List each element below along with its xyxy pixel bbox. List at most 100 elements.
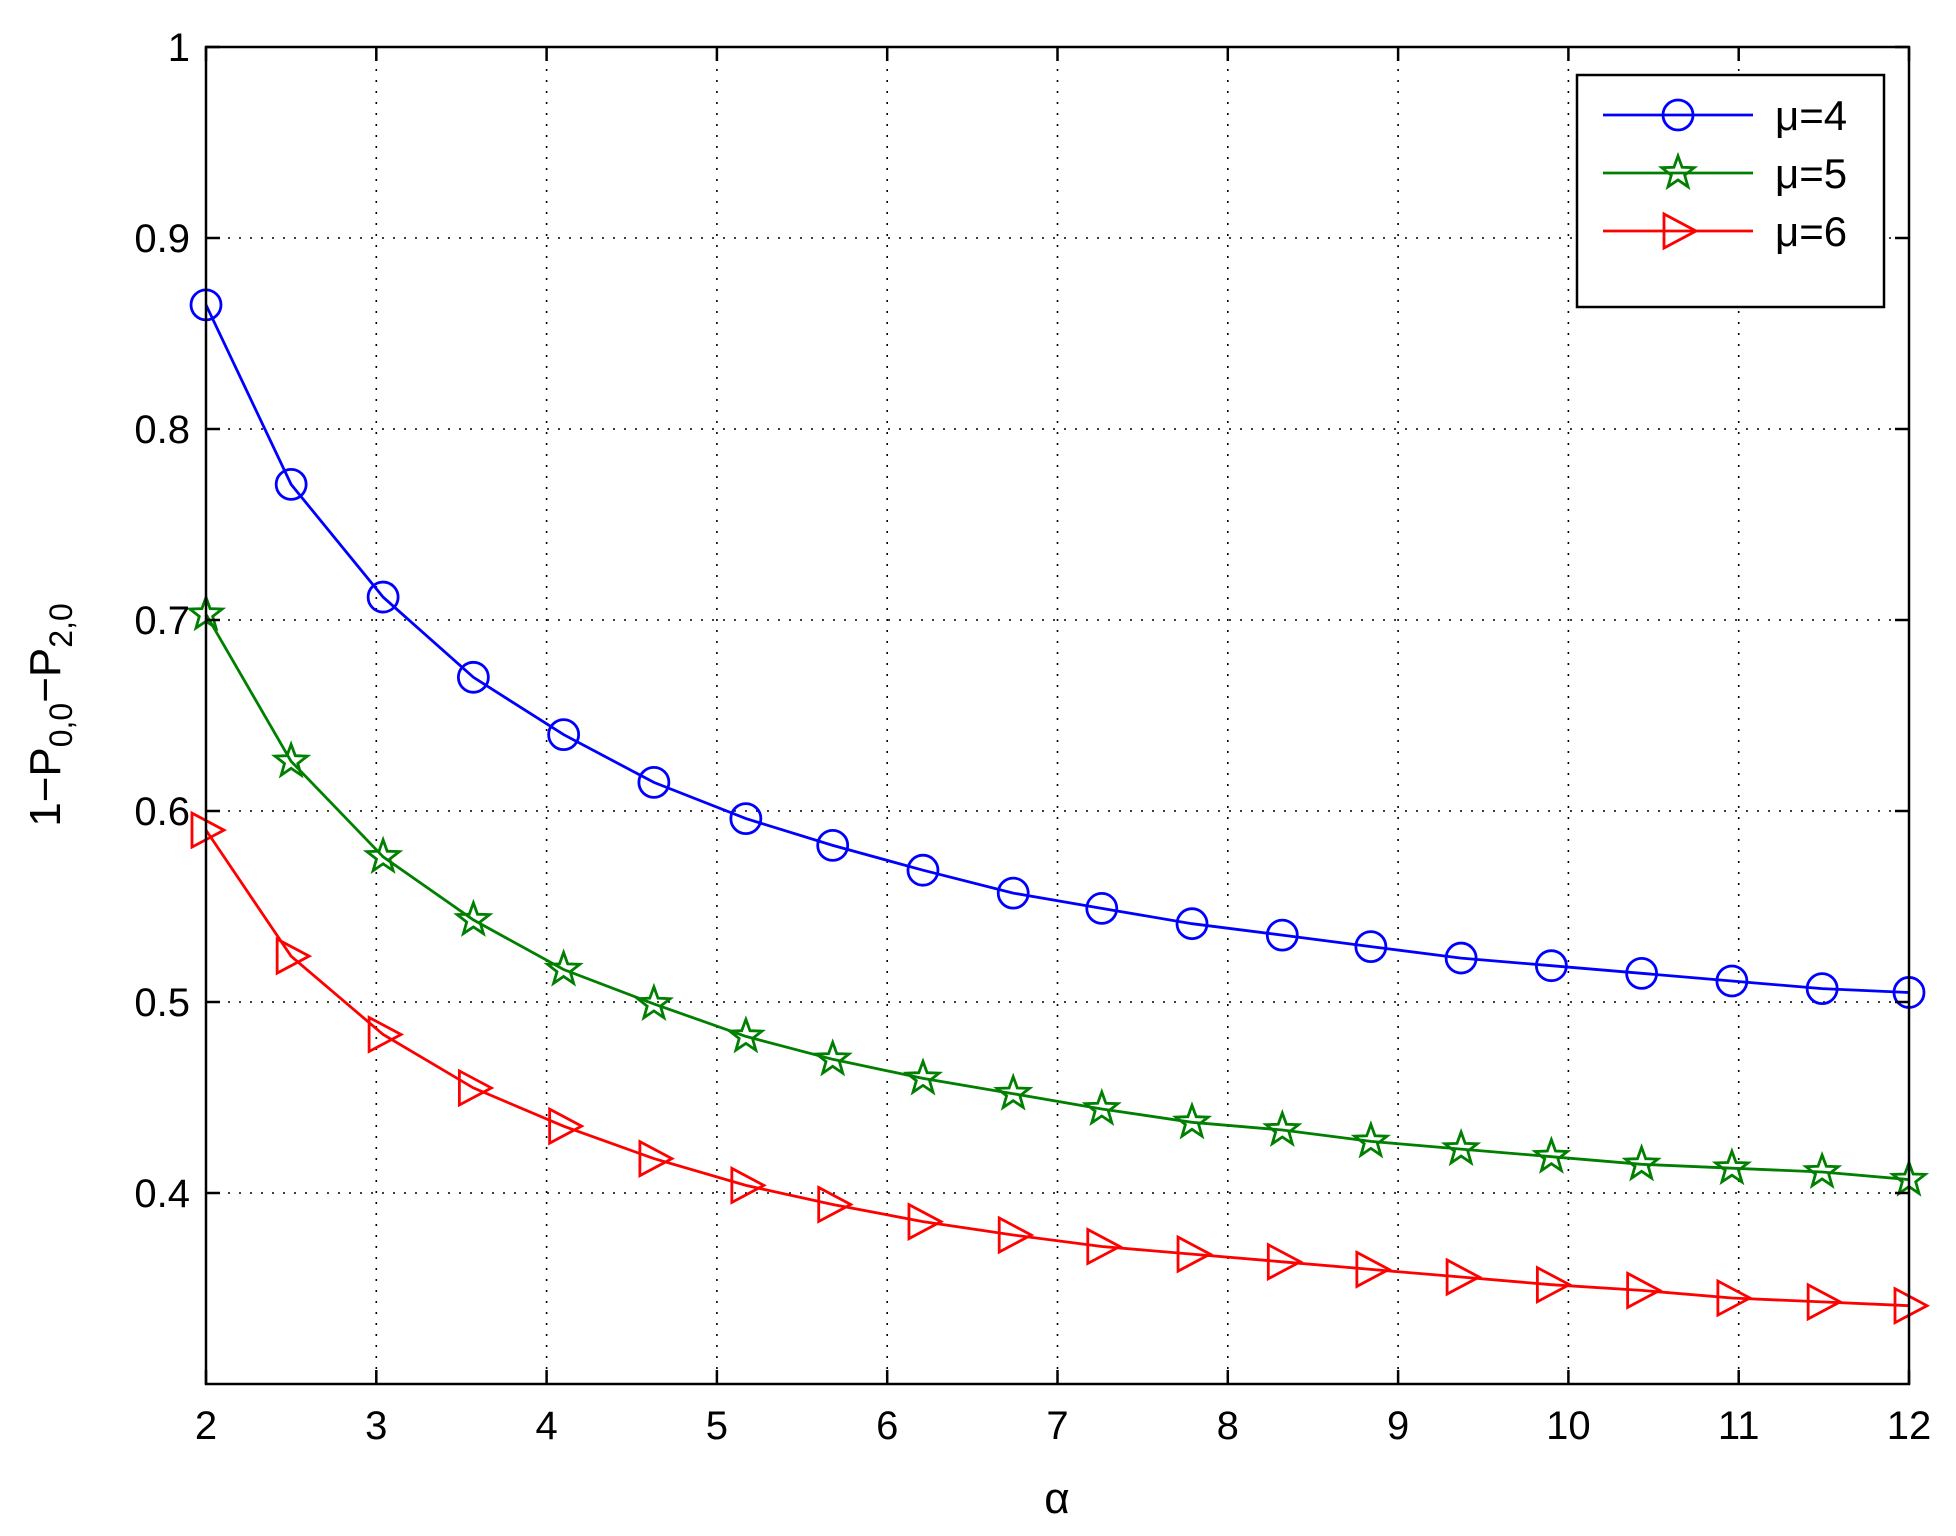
y-tick-label: 0.9 [134,217,190,261]
data-point-marker [453,898,494,937]
data-point-marker [1176,1234,1214,1274]
y-axis-label: 1−P0,0−P2,0 [21,603,79,827]
data-point-marker [275,936,313,976]
data-point-marker [1444,941,1478,975]
data-point-marker [1626,1271,1663,1310]
x-tick-label: 3 [365,1404,387,1448]
axis-ticks [204,45,1911,1384]
legend-entries: μ=4 μ=5 μ=6 [1603,92,1847,255]
series-1 [189,288,1926,1009]
x-tick-labels: 2 3 4 5 6 7 8 9 10 11 12 [195,1404,1931,1448]
y-axis-label-sub1: 0,0 [43,703,79,747]
data-point-marker [1171,1101,1213,1140]
legend-marker [1661,98,1695,132]
data-point-marker [1802,1150,1843,1190]
data-point-marker [817,1185,854,1224]
x-axis-label: α [1044,1474,1069,1523]
data-point-marker [906,853,940,887]
data-point-marker [997,1215,1035,1255]
legend: μ=4 μ=5 μ=6 [1575,73,1886,309]
data-point-marker [366,580,400,614]
data-point-marker [1265,918,1299,952]
series-2 [185,593,1930,1197]
x-tick-label: 5 [706,1404,728,1448]
x-tick-label: 10 [1546,1404,1591,1448]
data-point-marker [993,1072,1034,1111]
y-axis-label-base: 1−P [21,747,70,827]
data-point-marker [729,802,763,836]
data-point-marker [725,1015,766,1054]
data-point-marker [1262,1108,1303,1147]
data-point-marker [1086,1227,1123,1266]
legend-label: μ=6 [1775,208,1847,255]
data-point-marker [1711,1147,1753,1186]
data-point-marker [1715,964,1749,998]
legend-label: μ=5 [1775,150,1847,197]
data-point-marker [1805,972,1839,1006]
data-point-marker [1531,1135,1572,1174]
y-tick-label: 1 [168,26,190,70]
data-point-marker [1266,1242,1304,1282]
data-point-marker [547,718,581,751]
data-point-marker [638,1139,675,1178]
data-point-marker [730,1166,767,1205]
legend-marker [1657,151,1699,191]
y-tick-label: 0.7 [134,599,190,643]
x-tick-label: 12 [1887,1404,1932,1448]
data-point-marker [457,1068,495,1108]
data-point-marker [1893,1286,1930,1326]
data-point-marker [1621,1143,1662,1182]
x-tick-label: 11 [1718,1404,1760,1448]
series-3 [190,810,1930,1326]
y-tick-label: 0.8 [134,408,190,452]
x-tick-label: 6 [876,1404,898,1448]
data-point-marker [190,810,227,850]
y-axis-label-sub2: 2,0 [43,603,79,647]
y-tick-label: 0.4 [134,1172,190,1216]
data-point-marker [1350,1120,1391,1159]
data-point-marker [1355,1250,1392,1289]
x-tick-label: 4 [535,1404,557,1448]
data-point-marker [1806,1282,1844,1322]
data-point-marker [1440,1127,1482,1167]
data-point-marker [1085,892,1119,925]
data-point-marker [812,1038,853,1077]
data-point-marker [633,982,675,1022]
series-line [204,613,1910,1181]
x-tick-label: 2 [195,1404,217,1448]
data-point-marker [548,1106,585,1146]
data-point-marker [1081,1087,1122,1127]
data-point-marker [996,876,1030,910]
x-tick-label: 8 [1217,1404,1239,1448]
x-tick-label: 7 [1046,1404,1068,1448]
data-point-marker [902,1057,943,1096]
data-point-marker [1354,930,1388,964]
y-tick-label: 0.6 [134,790,190,834]
data-point-marker [1716,1278,1753,1318]
x-tick-label: 9 [1387,1404,1409,1448]
data-point-marker [362,835,404,874]
data-point-marker [1534,949,1568,983]
data-point-marker [1535,1265,1573,1305]
y-axis-label-mid: −P [21,648,70,703]
data-point-marker [1175,907,1209,941]
legend-entry: μ=4 [1603,92,1847,139]
data-point-marker [637,765,671,799]
data-point-marker [543,948,584,987]
data-point-marker [274,467,308,501]
data-point-marker [456,660,490,694]
legend-label: μ=4 [1775,92,1847,139]
y-tick-label: 0.5 [134,981,190,1025]
legend-entry: μ=5 [1603,150,1847,197]
data-point-marker [367,1015,405,1054]
data-point-marker [271,740,312,779]
data-point-marker [1445,1257,1483,1297]
series-layer [185,288,1930,1326]
legend-marker [1662,211,1699,251]
data-point-marker [1625,956,1659,990]
y-tick-labels: 0.4 0.5 0.6 0.7 0.8 0.9 1 [134,26,190,1216]
data-point-marker [816,828,850,862]
legend-entry: μ=6 [1603,208,1847,255]
data-point-marker [907,1202,944,1241]
